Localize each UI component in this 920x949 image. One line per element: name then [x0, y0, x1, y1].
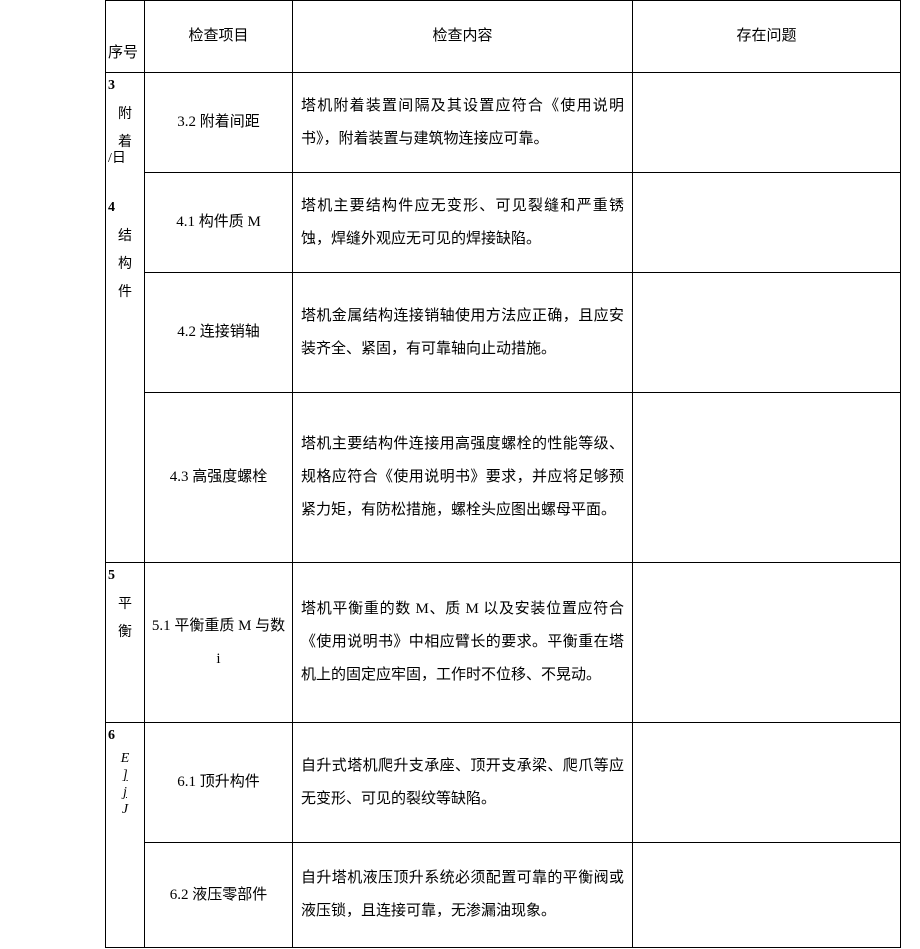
seq-number: 3 — [108, 75, 142, 97]
content-cell: 塔机金属结构连接销轴使用方法应正确，且应安装齐全、紧固，有可靠轴向止动措施。 — [293, 273, 633, 393]
header-seq: 序号 — [106, 1, 145, 73]
item-cell: 4.1 构件质 M — [145, 173, 293, 273]
seq-cell-6: 6 E ] j J — [106, 723, 145, 948]
seq-char: j — [108, 785, 142, 802]
issue-cell — [633, 273, 901, 393]
content-cell: 自升式塔机爬升支承座、顶开支承梁、爬爪等应无变形、可见的裂纹等缺陷。 — [293, 723, 633, 843]
issue-cell — [633, 393, 901, 563]
document-page: 序号 检查项目 检查内容 存在问题 3 附 着 3.2 附着间距 塔机附着装置间… — [0, 0, 920, 949]
table-row: 3 附 着 3.2 附着间距 塔机附着装置间隔及其设置应符合《使用说明书》，附着… — [106, 73, 901, 173]
issue-cell — [633, 73, 901, 173]
table-header-row: 序号 检查项目 检查内容 存在问题 — [106, 1, 901, 73]
item-cell: 4.2 连接销轴 — [145, 273, 293, 393]
seq-number: 6 — [108, 725, 142, 747]
seq-char: 件 — [108, 279, 142, 307]
header-issue: 存在问题 — [633, 1, 901, 73]
table-row: 6 E ] j J 6.1 顶升构件 自升式塔机爬升支承座、顶开支承梁、爬爪等应… — [106, 723, 901, 843]
seq-cell-5: 5 平 衡 — [106, 563, 145, 723]
issue-cell — [633, 173, 901, 273]
seq-char: /日 — [108, 145, 142, 173]
item-cell: 5.1 平衡重质 M 与数 i — [145, 563, 293, 723]
seq-char: ] — [108, 768, 142, 785]
seq-char: E — [108, 751, 142, 768]
seq-cell-4: /日 4 结 构 件 — [106, 173, 145, 563]
seq-char: 构 — [108, 251, 142, 279]
item-line: 5.1 平衡重质 M 与数 — [152, 618, 285, 634]
seq-char: 衡 — [108, 619, 142, 647]
content-cell: 塔机附着装置间隔及其设置应符合《使用说明书》，附着装置与建筑物连接应可靠。 — [293, 73, 633, 173]
seq-char: 附 — [108, 101, 142, 129]
seq-number: 4 — [108, 197, 142, 219]
item-cell: 3.2 附着间距 — [145, 73, 293, 173]
item-cell: 6.2 液压零部件 — [145, 843, 293, 948]
content-cell: 塔机主要结构件连接用高强度螺栓的性能等级、规格应符合《使用说明书》要求，并应将足… — [293, 393, 633, 563]
content-cell: 自升塔机液压顶升系统必须配置可靠的平衡阀或液压锁，且连接可靠，无渗漏油现象。 — [293, 843, 633, 948]
content-cell: 塔机主要结构件应无变形、可见裂缝和严重锈蚀，焊缝外观应无可见的焊接缺陷。 — [293, 173, 633, 273]
seq-char: 平 — [108, 591, 142, 619]
header-content: 检查内容 — [293, 1, 633, 73]
item-line: i — [216, 651, 220, 667]
seq-number: 5 — [108, 565, 142, 587]
item-cell: 6.1 顶升构件 — [145, 723, 293, 843]
seq-char: J — [108, 802, 142, 819]
item-cell: 4.3 高强度螺栓 — [145, 393, 293, 563]
table-row: 5 平 衡 5.1 平衡重质 M 与数 i 塔机平衡重的数 M、质 M 以及安装… — [106, 563, 901, 723]
table-row: 4.2 连接销轴 塔机金属结构连接销轴使用方法应正确，且应安装齐全、紧固，有可靠… — [106, 273, 901, 393]
seq-char: 结 — [108, 223, 142, 251]
issue-cell — [633, 563, 901, 723]
issue-cell — [633, 843, 901, 948]
header-item: 检查项目 — [145, 1, 293, 73]
table-row: 6.2 液压零部件 自升塔机液压顶升系统必须配置可靠的平衡阀或液压锁，且连接可靠… — [106, 843, 901, 948]
issue-cell — [633, 723, 901, 843]
table-row: /日 4 结 构 件 4.1 构件质 M 塔机主要结构件应无变形、可见裂缝和严重… — [106, 173, 901, 273]
content-cell: 塔机平衡重的数 M、质 M 以及安装位置应符合《使用说明书》中相应臂长的要求。平… — [293, 563, 633, 723]
inspection-table: 序号 检查项目 检查内容 存在问题 3 附 着 3.2 附着间距 塔机附着装置间… — [105, 0, 901, 948]
table-row: 4.3 高强度螺栓 塔机主要结构件连接用高强度螺栓的性能等级、规格应符合《使用说… — [106, 393, 901, 563]
